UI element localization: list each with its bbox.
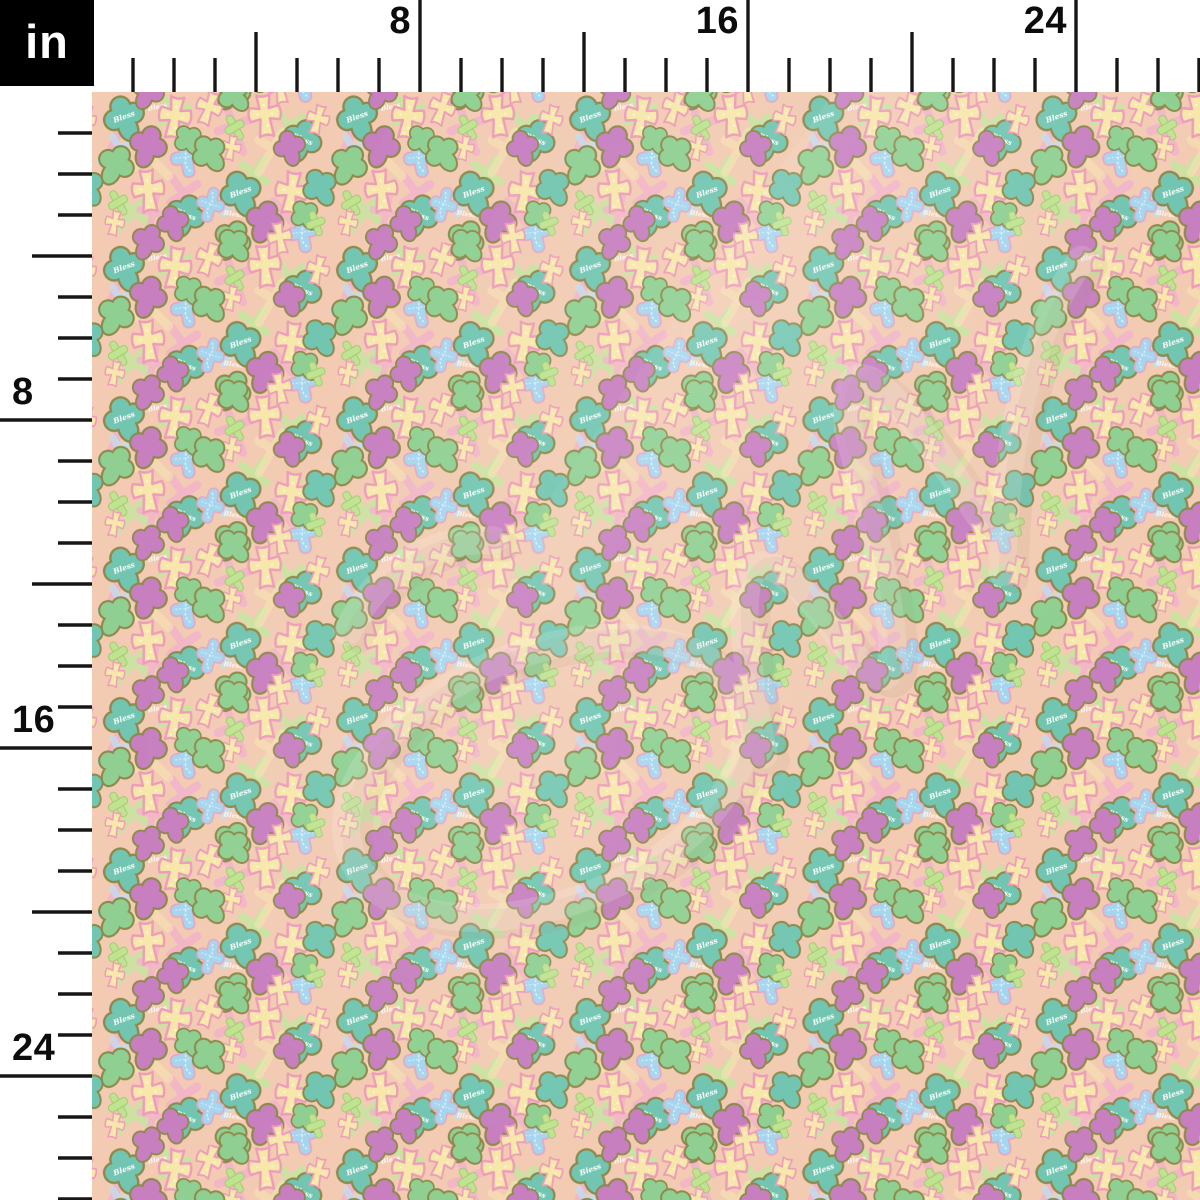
unit-box: in [0,0,94,86]
fabric-swatch: Bless [92,92,1200,1200]
unit-label: in [25,14,69,68]
left-ruler: 8 16 24 [0,0,92,1200]
left-ruler-label-8: 8 [12,371,34,413]
fabric-pattern: Bless [92,92,1200,1200]
fabric-sheen [132,92,1200,1142]
top-ruler-label-16: 16 [695,0,739,42]
top-ruler-label-8: 8 [389,0,411,42]
top-ruler: 8 16 24 [0,0,1200,92]
left-ruler-label-16: 16 [12,699,56,741]
top-ruler-label-24: 24 [1023,0,1067,42]
left-ruler-label-24: 24 [12,1027,56,1069]
watermark [332,245,1108,940]
